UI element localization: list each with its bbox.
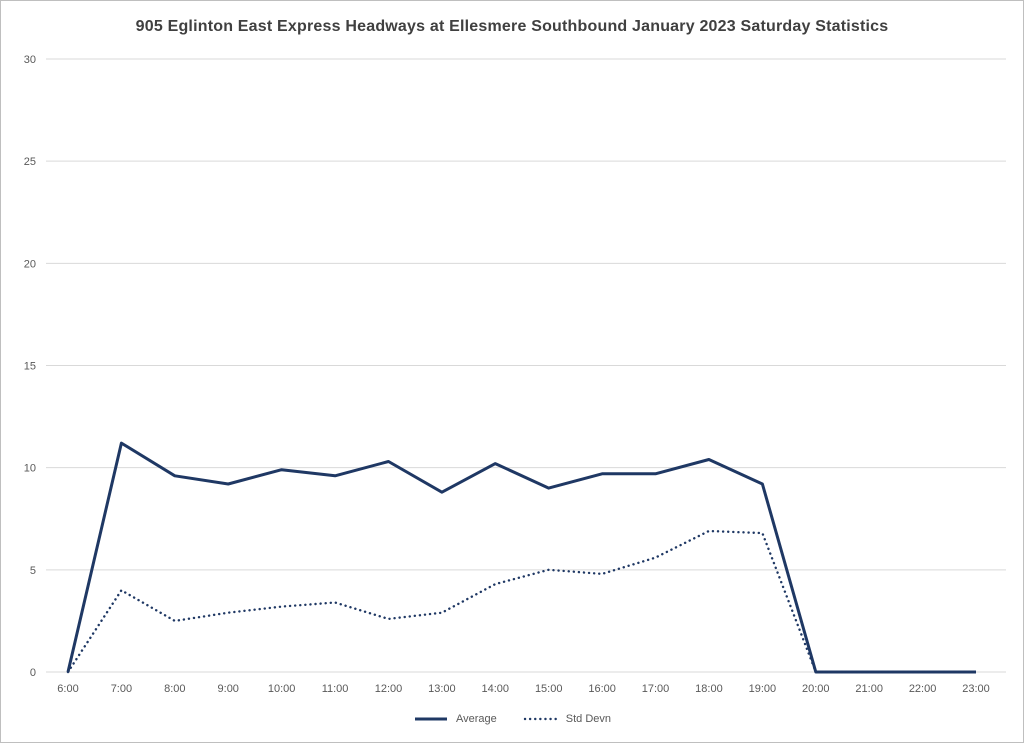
y-axis-tick-label: 10 (24, 463, 36, 475)
x-axis-tick-label: 9:00 (218, 683, 239, 695)
x-axis-tick-label: 23:00 (962, 683, 990, 695)
x-axis-tick-label: 11:00 (322, 683, 349, 695)
x-axis-tick-label: 7:00 (111, 683, 132, 695)
x-axis-tick-label: 18:00 (695, 683, 723, 695)
x-axis-tick-label: 21:00 (855, 683, 883, 695)
x-axis-tick-label: 17:00 (642, 683, 670, 695)
average-line (66, 441, 976, 674)
x-axis-tick-label: 15:00 (535, 683, 563, 695)
x-axis-tick-label: 14:00 (482, 683, 510, 695)
y-axis-tick-label: 30 (24, 54, 36, 66)
std-devn-line (66, 529, 978, 674)
x-axis-tick-label: 12:00 (375, 683, 403, 695)
y-axis-tick-label: 15 (24, 361, 36, 373)
legend-item-average: Average (413, 713, 497, 725)
legend-swatch-std-devn (523, 717, 558, 721)
x-axis-tick-label: 19:00 (749, 683, 777, 695)
x-axis-tick-label: 20:00 (802, 683, 830, 695)
x-axis-tick-label: 22:00 (909, 683, 937, 695)
legend: Average Std Devn (1, 713, 1023, 725)
legend-swatch-average (414, 717, 447, 721)
legend-item-std-devn: Std Devn (523, 713, 611, 725)
x-axis-tick-label: 13:00 (428, 683, 456, 695)
x-axis-tick-label: 10:00 (268, 683, 296, 695)
legend-label-std-devn: Std Devn (565, 713, 612, 725)
x-axis-tick-label: 16:00 (588, 683, 616, 695)
chart-title: 905 Eglinton East Express Headways at El… (135, 18, 889, 35)
y-axis-tick-label: 0 (30, 667, 36, 679)
y-axis-tick-label: 5 (30, 565, 36, 577)
x-axis-tick-label: 8:00 (164, 683, 185, 695)
legend-label-average: Average (455, 713, 497, 725)
y-axis-tick-label: 25 (24, 156, 36, 168)
x-axis-tick-label: 6:00 (57, 683, 78, 695)
y-axis-tick-label: 20 (24, 258, 36, 270)
